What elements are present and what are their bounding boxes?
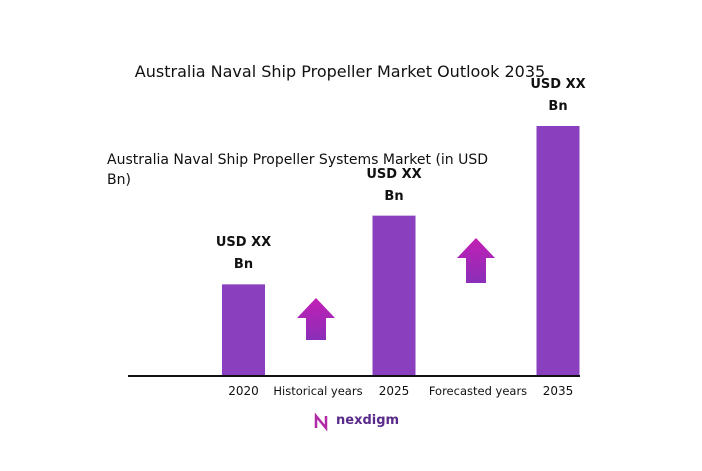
x-tick-label: 2020 — [228, 384, 259, 398]
up-arrow — [297, 298, 335, 340]
bar — [536, 126, 580, 375]
x-tick-label: 2025 — [378, 384, 410, 398]
bar — [222, 284, 265, 375]
up-arrow — [457, 238, 495, 283]
value-label: USD XX Bn — [530, 77, 586, 114]
value-label: USD XX Bn — [215, 235, 272, 273]
logo-icon — [314, 412, 328, 432]
value-label: USD XX Bn — [366, 166, 422, 204]
bar — [372, 215, 416, 375]
chart-subtitle: Australia Naval Ship Propeller Systems M… — [107, 152, 489, 188]
chart-title: Australia Naval Ship Propeller Market Ou… — [134, 62, 546, 81]
period-label: Forecasted years — [428, 384, 528, 398]
period-label: Historical years — [273, 384, 363, 398]
logo: nexdigm — [336, 413, 400, 428]
x-tick-label: 2035 — [542, 384, 574, 398]
